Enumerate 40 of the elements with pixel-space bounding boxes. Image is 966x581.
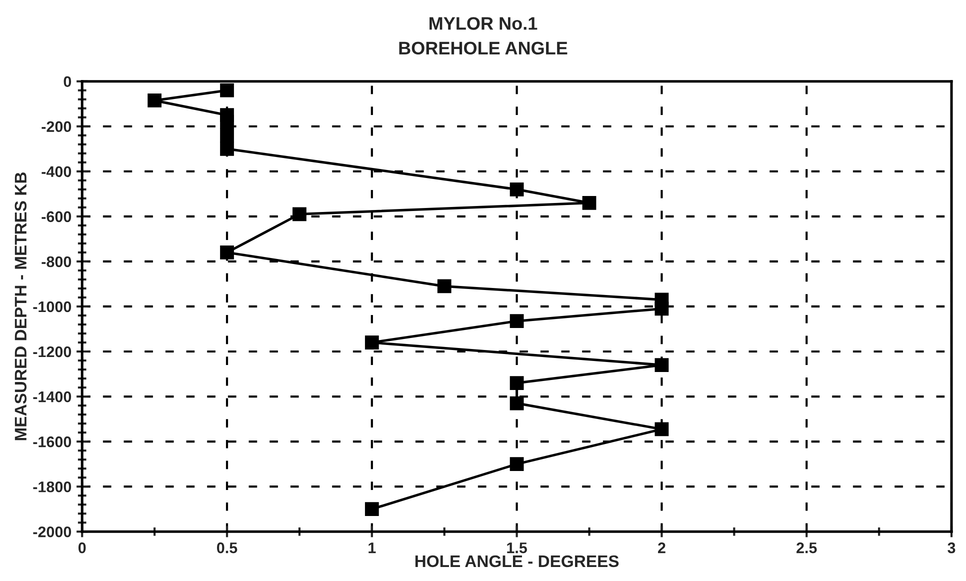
y-tick-label: -1600 <box>33 436 72 448</box>
point <box>510 457 524 472</box>
point <box>654 358 669 372</box>
x-tick-label: 0 <box>78 542 86 554</box>
y-tick-label: -200 <box>42 121 72 132</box>
y-tick-label: -600 <box>42 211 72 222</box>
point <box>364 502 379 516</box>
point <box>437 279 452 294</box>
point <box>148 94 162 108</box>
point <box>364 336 379 350</box>
point <box>654 422 669 436</box>
x-axis-title: HOLE ANGLE - DEGREES <box>415 555 619 568</box>
point <box>220 114 234 129</box>
y-tick-label: -1800 <box>33 481 72 492</box>
point <box>654 302 669 316</box>
y-tick-label: -1200 <box>33 346 72 358</box>
x-tick-label: 1.5 <box>507 542 528 554</box>
y-tick-label: -2000 <box>33 526 72 538</box>
point <box>510 182 524 196</box>
point <box>510 396 524 410</box>
chart-title: MYLOR No.1 BOREHOLE ANGLE <box>399 17 568 55</box>
y-tick-label: -800 <box>42 256 72 268</box>
point <box>220 128 234 142</box>
point <box>220 142 234 156</box>
point <box>220 246 234 260</box>
point <box>220 83 234 98</box>
x-tick-label: 2 <box>658 542 666 554</box>
y-tick-label: -400 <box>42 166 72 178</box>
y-tick-label: -1000 <box>33 301 72 312</box>
point <box>510 314 524 328</box>
x-tick-label: 1 <box>368 542 376 554</box>
x-tick-label: 2.5 <box>796 542 817 554</box>
point <box>292 207 306 222</box>
point <box>582 196 596 210</box>
y-tick-label: 0 <box>64 76 72 88</box>
x-tick-label: 3 <box>948 542 956 554</box>
y-axis-title: MEASURED DEPTH - METRES KB <box>14 172 27 440</box>
x-tick-label: 0.5 <box>216 542 238 554</box>
point <box>510 376 524 390</box>
y-tick-label: -1400 <box>33 391 72 402</box>
